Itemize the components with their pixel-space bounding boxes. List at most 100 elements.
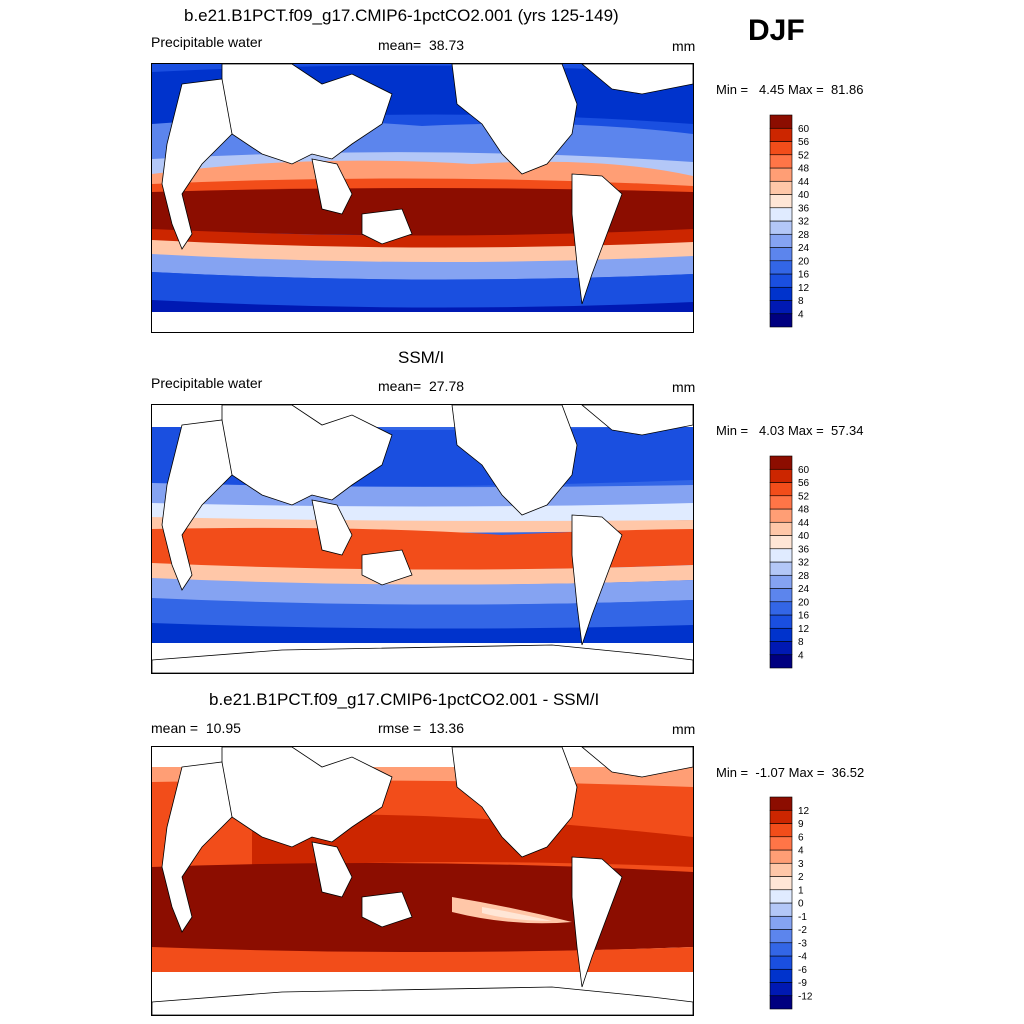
colorbar-tick-label: 4 bbox=[798, 650, 804, 661]
colorbar-swatch bbox=[769, 627, 793, 642]
panel1-mean: mean= 38.73 bbox=[378, 37, 464, 53]
colorbar-swatch bbox=[769, 929, 793, 944]
panel2-field bbox=[152, 405, 693, 673]
panel3-rmse-value: 13.36 bbox=[428, 720, 465, 736]
colorbar-tick-label: -12 bbox=[798, 991, 813, 1002]
colorbar-swatch bbox=[769, 313, 793, 328]
colorbar-swatch bbox=[769, 482, 793, 497]
panel2-units: mm bbox=[672, 379, 696, 395]
colorbar-tick-label: 48 bbox=[798, 164, 810, 175]
colorbar-swatch bbox=[769, 601, 793, 616]
panel1-mean-value: 38.73 bbox=[428, 37, 465, 53]
colorbar-tick-label: 60 bbox=[798, 124, 810, 135]
colorbar-swatch bbox=[769, 796, 793, 811]
panel2-mean-value: 27.78 bbox=[428, 378, 465, 394]
colorbar-tick-label: 44 bbox=[798, 518, 810, 529]
colorbar-tick-label: 3 bbox=[798, 859, 804, 870]
colorbar-swatch bbox=[769, 521, 793, 536]
colorbar-tick-label: 16 bbox=[798, 270, 810, 281]
colorbar-tick-label: 0 bbox=[798, 899, 804, 910]
panel1-max-value: 81.86 bbox=[830, 82, 864, 97]
colorbar-swatch bbox=[769, 455, 793, 470]
panel2-map bbox=[151, 404, 694, 674]
panel1-minmax: Min = 4.45 Max = 81.86 bbox=[716, 82, 863, 97]
panel3-min-label: Min = bbox=[716, 765, 749, 780]
panel2-max-value: 57.34 bbox=[830, 423, 864, 438]
colorbar-tick-label: -3 bbox=[798, 938, 807, 949]
colorbar-tick-label: 40 bbox=[798, 190, 810, 201]
colorbar-swatch bbox=[769, 220, 793, 235]
colorbar-swatch bbox=[769, 535, 793, 550]
colorbar-swatch bbox=[769, 982, 793, 997]
panel3-max-value: 36.52 bbox=[831, 765, 865, 780]
colorbar-swatch bbox=[769, 915, 793, 930]
colorbar-tick-label: -9 bbox=[798, 978, 807, 989]
panel1-title: b.e21.B1PCT.f09_g17.CMIP6-1pctCO2.001 (y… bbox=[184, 6, 619, 25]
panel1-variable: Precipitable water bbox=[151, 34, 263, 50]
colorbar-tick-label: 60 bbox=[798, 465, 810, 476]
colorbar-swatch bbox=[769, 809, 793, 824]
panel3-rmse: rmse = 13.36 bbox=[378, 720, 464, 736]
colorbar-swatch bbox=[769, 641, 793, 656]
colorbar-tick-label: 8 bbox=[798, 637, 804, 648]
panel1-min-value: 4.45 bbox=[759, 82, 785, 97]
panel2-title: SSM/I bbox=[398, 348, 445, 367]
panel3-mean-label: mean = bbox=[151, 720, 199, 736]
colorbar-swatch bbox=[769, 561, 793, 576]
panel3-min-value: -1.07 bbox=[755, 765, 786, 780]
panel2-colorbar: 4 8 12 16 20 24 28 32 36 40 44 48 52 56 60 bbox=[769, 455, 820, 670]
colorbar-tick-label: 12 bbox=[798, 806, 810, 817]
colorbar-swatch bbox=[769, 548, 793, 563]
colorbar-tick-label: 40 bbox=[798, 531, 810, 542]
colorbar-swatch bbox=[769, 286, 793, 301]
colorbar-tick-label: 12 bbox=[798, 283, 810, 294]
colorbar-tick-label: -1 bbox=[798, 912, 807, 923]
colorbar-swatch bbox=[769, 273, 793, 288]
panel3-title: b.e21.B1PCT.f09_g17.CMIP6-1pctCO2.001 - … bbox=[209, 690, 600, 709]
colorbar-swatch bbox=[769, 194, 793, 209]
panel2-minmax: Min = 4.03 Max = 57.34 bbox=[716, 423, 863, 438]
colorbar-swatch bbox=[769, 889, 793, 904]
season-label: DJF bbox=[748, 14, 805, 47]
colorbar-tick-label: 8 bbox=[798, 296, 804, 307]
colorbar-swatch bbox=[769, 862, 793, 877]
colorbar-tick-label: 56 bbox=[798, 478, 810, 489]
colorbar-swatch bbox=[769, 995, 793, 1010]
colorbar-swatch bbox=[769, 114, 793, 129]
colorbar-tick-label: -6 bbox=[798, 965, 807, 976]
panel1-mean-label: mean= bbox=[378, 37, 422, 53]
colorbar-swatch bbox=[769, 836, 793, 851]
colorbar-swatch bbox=[769, 141, 793, 156]
panel2-variable: Precipitable water bbox=[151, 375, 263, 391]
panel1-min-label: Min = bbox=[716, 82, 749, 97]
colorbar-swatch bbox=[769, 468, 793, 483]
colorbar-tick-label: -4 bbox=[798, 952, 807, 963]
colorbar-tick-label: 44 bbox=[798, 177, 810, 188]
colorbar-swatch bbox=[769, 876, 793, 891]
colorbar-swatch bbox=[769, 495, 793, 510]
colorbar-tick-label: 48 bbox=[798, 505, 810, 516]
colorbar-tick-label: 9 bbox=[798, 819, 804, 830]
colorbar-tick-label: 1 bbox=[798, 885, 804, 896]
colorbar-tick-label: 28 bbox=[798, 571, 810, 582]
panel3-units: mm bbox=[672, 721, 696, 737]
panel3-rmse-label: rmse = bbox=[378, 720, 422, 736]
panel1-units: mm bbox=[672, 38, 696, 54]
colorbar-swatch bbox=[769, 849, 793, 864]
colorbar-swatch bbox=[769, 300, 793, 315]
colorbar-tick-label: 24 bbox=[798, 584, 810, 595]
colorbar-swatch bbox=[769, 574, 793, 589]
colorbar-tick-label: 20 bbox=[798, 256, 810, 267]
colorbar-tick-label: 36 bbox=[798, 544, 810, 555]
panel3-colorbar: -12 -9 -6 -4 -3 -2 -1 0 1 2 3 4 6 9 12 bbox=[769, 796, 820, 1011]
panel1-field bbox=[152, 64, 693, 332]
panel2-mean-label: mean= bbox=[378, 378, 422, 394]
colorbar-tick-label: 56 bbox=[798, 137, 810, 148]
colorbar-tick-label: 32 bbox=[798, 558, 810, 569]
panel2-min-value: 4.03 bbox=[759, 423, 785, 438]
colorbar-tick-label: 4 bbox=[798, 309, 804, 320]
colorbar-swatch bbox=[769, 588, 793, 603]
